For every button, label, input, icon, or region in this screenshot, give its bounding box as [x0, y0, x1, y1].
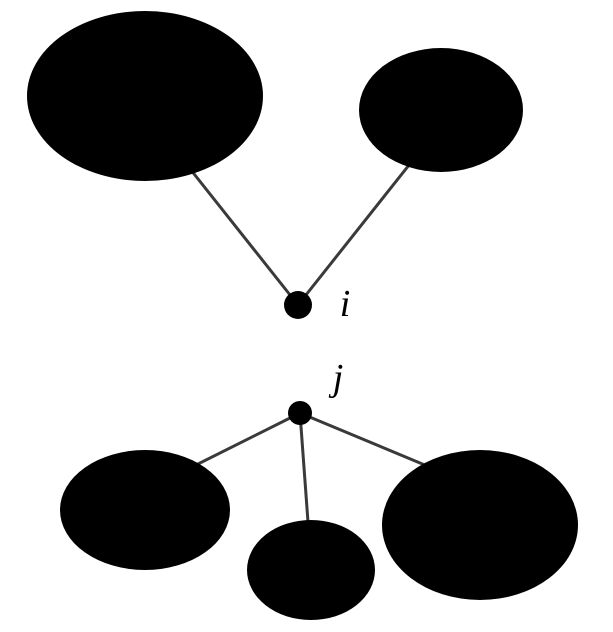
edge-j-bm — [300, 413, 308, 522]
node-br — [382, 450, 578, 600]
label-i: i — [340, 283, 351, 325]
edge-j-br — [300, 413, 432, 468]
edge-j-bl — [182, 413, 300, 472]
label-j: j — [328, 357, 344, 399]
nodes-group — [27, 11, 578, 620]
node-j — [288, 401, 312, 425]
edge-i-tr — [298, 160, 413, 305]
network-diagram: ij — [0, 0, 613, 632]
node-tl — [27, 11, 263, 181]
node-tr — [359, 48, 523, 172]
labels-group: ij — [328, 283, 351, 399]
edges-group — [182, 160, 432, 522]
node-bl — [60, 450, 230, 570]
edge-i-tl — [183, 160, 298, 305]
node-i — [284, 291, 312, 319]
node-bm — [247, 520, 375, 620]
